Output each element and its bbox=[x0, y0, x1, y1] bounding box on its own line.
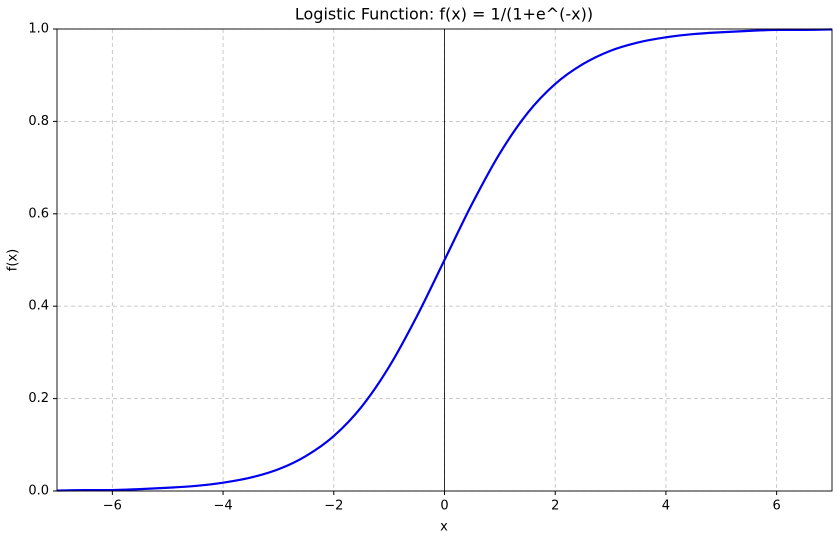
line-series bbox=[56, 28, 833, 492]
x-tick-label: −4 bbox=[213, 499, 232, 514]
chart-title: Logistic Function: f(x) = 1/(1+e^(-x)) bbox=[295, 5, 593, 24]
x-tick-label: 0 bbox=[440, 499, 448, 514]
y-tick-label: 1.0 bbox=[28, 22, 49, 37]
plot-frame bbox=[56, 28, 833, 492]
y-tick-label: 0.8 bbox=[28, 114, 49, 129]
x-tick-label: −2 bbox=[324, 499, 343, 514]
y-tick-label: 0.4 bbox=[28, 299, 49, 314]
x-axis-label: x bbox=[440, 520, 448, 535]
y-tick-label: 0.0 bbox=[28, 484, 49, 499]
x-tick-label: 4 bbox=[662, 499, 670, 514]
y-tick-label: 0.6 bbox=[28, 206, 49, 221]
y-tick-label: 0.2 bbox=[28, 391, 49, 406]
x-tick-label: 6 bbox=[773, 499, 781, 514]
x-tick-label: −6 bbox=[103, 499, 122, 514]
x-tick-label: 2 bbox=[551, 499, 559, 514]
y-axis-label: f(x) bbox=[6, 249, 21, 271]
